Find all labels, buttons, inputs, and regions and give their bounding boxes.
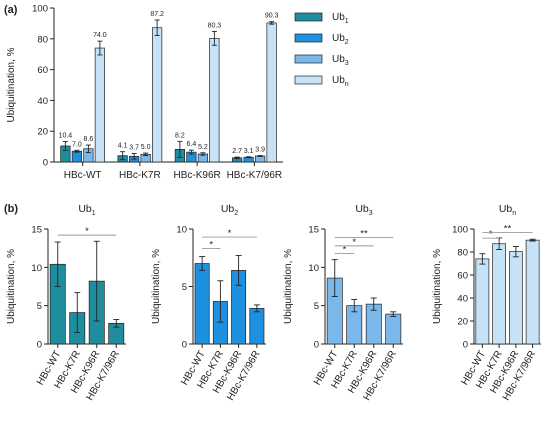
a-x-tick-label: HBc-K96R xyxy=(174,170,221,181)
a-legend-swatch xyxy=(294,33,323,43)
b-y-tick-label: 15 xyxy=(308,225,319,236)
a-data-label: 5.2 xyxy=(198,144,208,151)
b-y-tick-label: 80 xyxy=(457,248,468,259)
a-bar xyxy=(152,27,163,163)
b-bar xyxy=(492,243,507,345)
a-y-tick-label: 80 xyxy=(37,34,48,45)
a-legend-label: Ub2 xyxy=(332,33,349,46)
b-significance-label: ** xyxy=(360,228,368,239)
b-panel-title: Ub2 xyxy=(221,203,238,217)
a-legend-swatch xyxy=(294,54,323,64)
b-bar xyxy=(249,308,265,345)
a-x-tick-label: HBc-K7R xyxy=(119,170,161,181)
a-data-label: 5.0 xyxy=(141,144,151,151)
b-significance-label: * xyxy=(343,245,347,256)
b-bar xyxy=(194,263,210,345)
b-y-tick-label: 20 xyxy=(457,317,468,328)
b-significance-label: * xyxy=(352,237,356,248)
b-y-tick-label: 15 xyxy=(31,225,42,236)
b-y-axis-label: Ubiquitination, % xyxy=(432,249,443,324)
b-y-tick-label: 5 xyxy=(182,282,187,293)
b-y-tick-label: 0 xyxy=(463,340,468,351)
a-data-label: 10.4 xyxy=(59,133,73,140)
b-y-tick-label: 0 xyxy=(182,340,187,351)
a-y-tick-label: 60 xyxy=(37,65,48,76)
a-data-label: 8.6 xyxy=(84,136,94,143)
b-significance-label: * xyxy=(85,226,89,237)
b-panel-title: Ub1 xyxy=(78,203,95,217)
b-y-tick-label: 60 xyxy=(457,271,468,282)
a-data-label: 87.2 xyxy=(150,11,164,18)
a-bar xyxy=(209,37,220,163)
a-data-label: 90.3 xyxy=(265,13,279,20)
a-data-label: 8.2 xyxy=(175,132,185,139)
b-panel-title: Ub3 xyxy=(355,203,372,217)
a-data-label: 3.9 xyxy=(255,147,265,154)
a-y-axis-label: Ubiquitination, % xyxy=(6,47,17,122)
b-y-tick-label: 5 xyxy=(37,301,42,312)
a-data-label: 3.7 xyxy=(129,145,139,152)
b-bar xyxy=(508,251,523,345)
a-data-label: 6.4 xyxy=(187,141,197,148)
b-bar xyxy=(475,258,490,345)
b-y-tick-label: 5 xyxy=(314,301,319,312)
b-y-axis-label: Ubiquitination, % xyxy=(283,249,294,324)
b-significance-label: ** xyxy=(504,223,512,234)
a-bar xyxy=(94,47,105,163)
b-significance-label: * xyxy=(489,229,493,240)
b-significance-label: * xyxy=(228,228,232,239)
a-legend-swatch xyxy=(294,12,323,22)
panel-label-b: (b) xyxy=(4,203,18,215)
a-x-tick-label: HBc-WT xyxy=(64,170,102,181)
panel-label-a: (a) xyxy=(4,4,18,16)
a-legend-swatch xyxy=(294,75,323,85)
a-y-tick-label: 20 xyxy=(37,127,48,138)
a-legend-label: Ub3 xyxy=(332,54,349,67)
a-data-label: 80.3 xyxy=(208,22,222,29)
a-x-tick-label: HBc-K7/96R xyxy=(227,170,283,181)
a-legend-label: Ubn xyxy=(332,75,349,88)
a-y-tick-label: 100 xyxy=(32,4,48,15)
b-bar xyxy=(525,239,540,345)
a-data-label: 2.7 xyxy=(232,148,242,155)
b-y-axis-label: Ubiquitination, % xyxy=(6,249,17,324)
b-y-tick-label: 10 xyxy=(308,263,319,274)
b-y-tick-label: 10 xyxy=(31,263,42,274)
b-y-tick-label: 40 xyxy=(457,294,468,305)
a-bar xyxy=(71,150,82,163)
b-y-tick-label: 0 xyxy=(314,340,319,351)
b-y-tick-label: 10 xyxy=(176,225,187,236)
b-bar xyxy=(385,313,402,345)
a-y-tick-label: 0 xyxy=(43,158,48,169)
b-y-tick-label: 0 xyxy=(37,340,42,351)
a-data-label: 3.1 xyxy=(244,148,254,155)
b-significance-label: * xyxy=(209,240,213,251)
a-data-label: 7.0 xyxy=(72,141,82,148)
b-y-axis-label: Ubiquitination, % xyxy=(151,249,162,324)
a-bar xyxy=(266,22,277,163)
a-y-tick-label: 40 xyxy=(37,96,48,107)
b-y-tick-label: 100 xyxy=(452,225,468,236)
a-data-label: 4.1 xyxy=(118,143,128,150)
a-data-label: 74.0 xyxy=(93,32,107,39)
a-legend-label: Ub1 xyxy=(332,12,349,25)
b-panel-title: Ubn xyxy=(499,203,516,217)
